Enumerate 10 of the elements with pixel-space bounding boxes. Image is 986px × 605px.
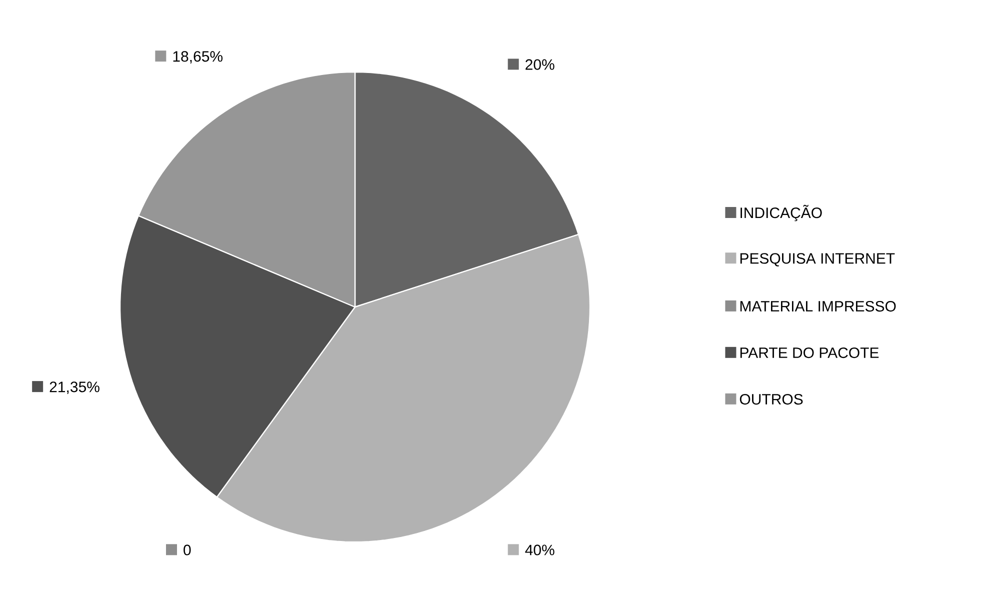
- legend-label: PARTE DO PACOTE: [740, 347, 879, 358]
- data-label: 20%: [526, 59, 554, 70]
- data-label: 21,35%: [50, 382, 100, 394]
- data-label: 18,65%: [173, 51, 223, 64]
- legend-label: MATERIAL IMPRESSO: [740, 300, 896, 312]
- legend-label: INDICAÇÃO: [740, 204, 822, 222]
- legend-label: PESQUISA INTERNET: [740, 253, 895, 266]
- text: 0: [184, 544, 191, 556]
- data-label: 40%: [525, 544, 554, 556]
- legend-label: OUTROS: [740, 394, 803, 405]
